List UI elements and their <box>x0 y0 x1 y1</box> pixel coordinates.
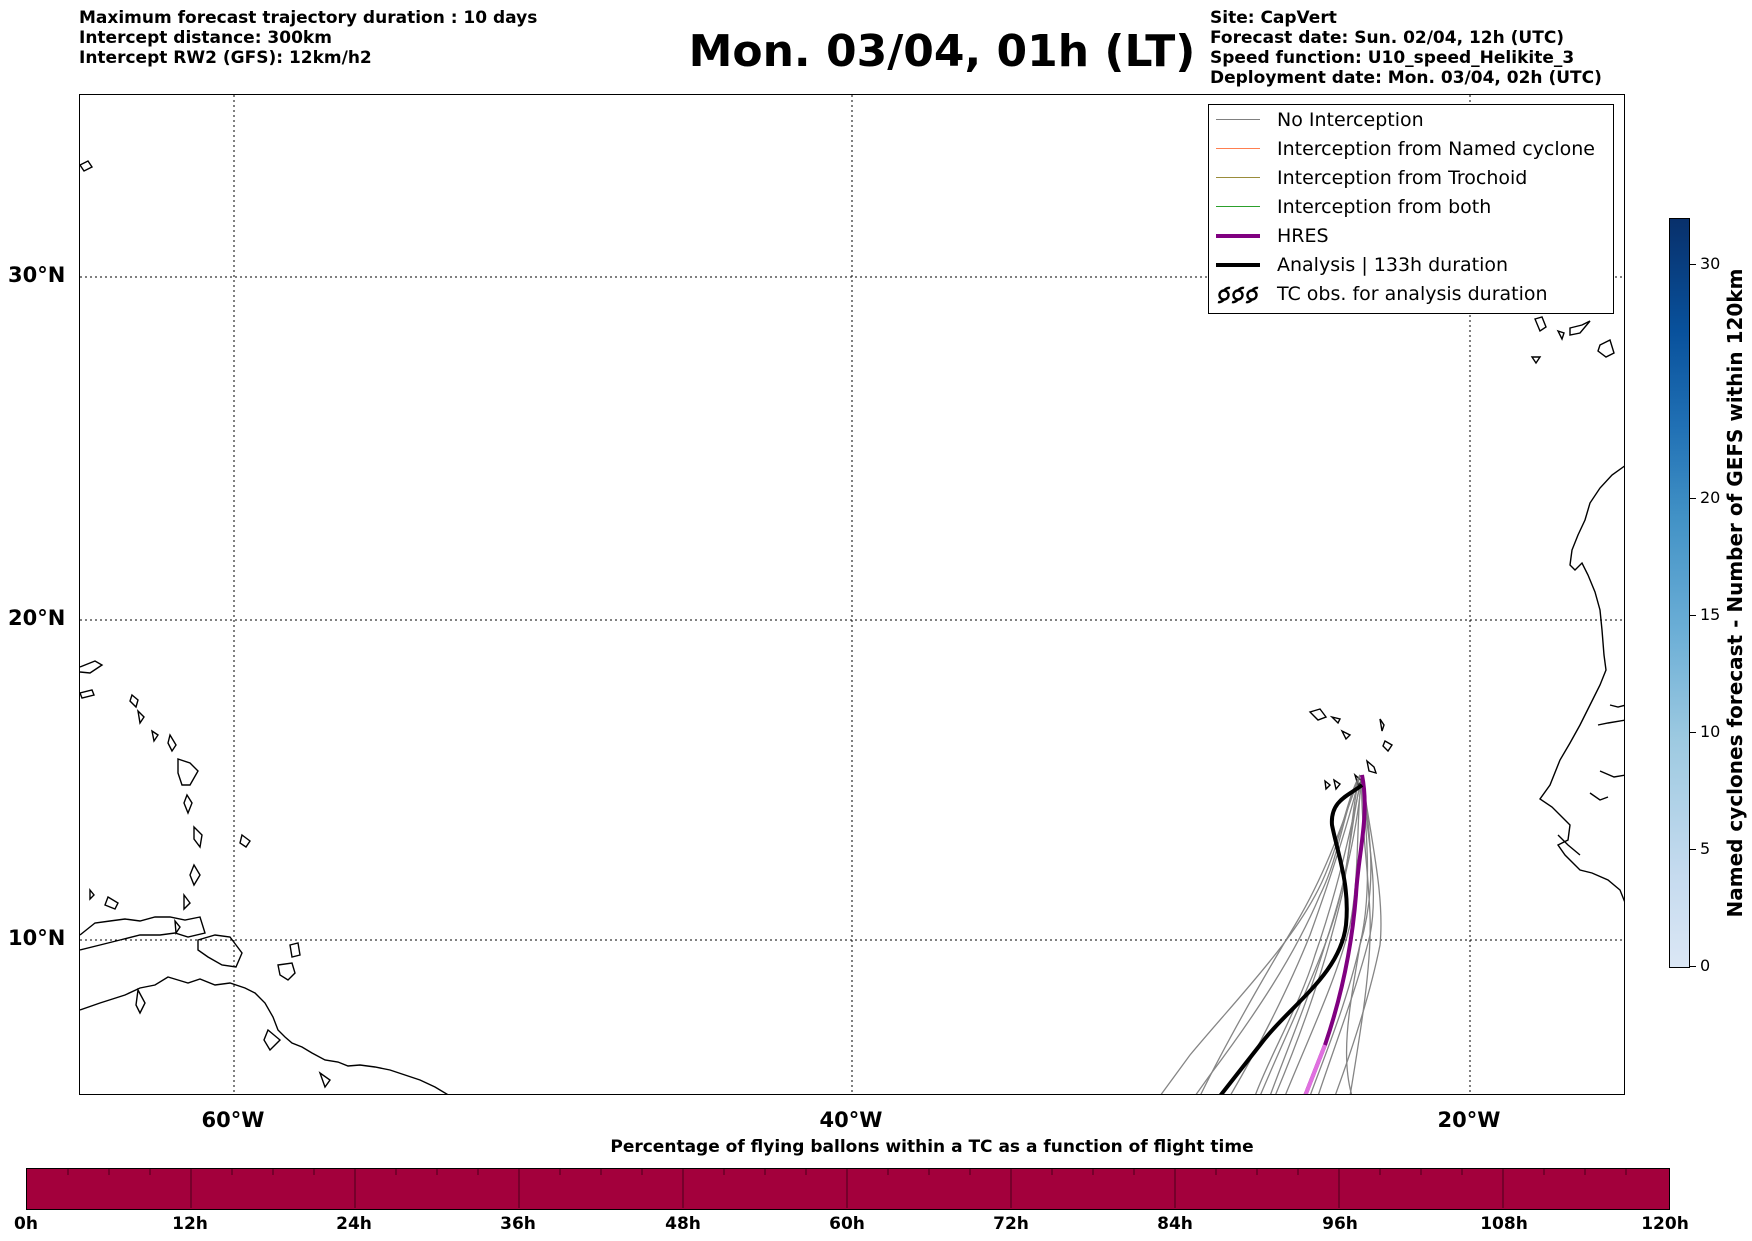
forecast-parameters: Maximum forecast trajectory duration : 1… <box>79 8 537 68</box>
trinidad-coast <box>197 934 243 968</box>
lat-label-10n: 10°N <box>8 926 66 950</box>
colorbar-h-tick-label: 72h <box>993 1214 1029 1234</box>
legend-item-hres: HRES <box>1209 221 1613 250</box>
site-info: Site: CapVert Forecast date: Sun. 02/04,… <box>1210 8 1602 88</box>
hres-trajectory <box>1303 774 1367 1094</box>
named-cyclones-colorbar <box>1669 218 1690 968</box>
venezuela-coast <box>80 916 206 951</box>
legend-label: Analysis | 133h duration <box>1277 253 1509 276</box>
legend-item-both: Interception from both <box>1209 192 1613 221</box>
trajectory-duration-text: Maximum forecast trajectory duration : 1… <box>79 8 538 28</box>
intercept-rw2-text: Intercept RW2 (GFS): 12km/h2 <box>79 48 372 68</box>
legend-label: Interception from Trochoid <box>1277 166 1528 189</box>
colorbar-tick-label: 20 <box>1700 488 1721 507</box>
legend-item-tc-obs: TC obs. for analysis duration <box>1209 279 1613 308</box>
lon-label-20w: 20°W <box>1437 1108 1501 1132</box>
legend-item-analysis: Analysis | 133h duration <box>1209 250 1613 279</box>
deployment-date-text: Deployment date: Mon. 03/04, 02h (UTC) <box>1210 68 1602 88</box>
colorbar-h-tick-label: 36h <box>500 1214 536 1234</box>
colorbar-tick <box>1690 615 1696 616</box>
colorbar-tick <box>1690 849 1696 850</box>
intercept-distance-text: Intercept distance: 300km <box>79 28 332 48</box>
canary-islands <box>1534 316 1547 333</box>
hres-trajectory-tail <box>1303 1044 1327 1094</box>
lon-label-40w: 40°W <box>819 1108 883 1132</box>
south-america-coast <box>80 976 449 1094</box>
colorbar-tick <box>1690 732 1696 733</box>
legend-line-both <box>1216 206 1260 207</box>
legend-item-no-interception: No Interception <box>1209 105 1613 134</box>
colorbar-tick-label: 5 <box>1700 839 1711 858</box>
page-title: Mon. 03/04, 01h (LT) <box>688 26 1196 77</box>
legend-item-trochoid: Interception from Trochoid <box>1209 163 1613 192</box>
legend-label: Interception from both <box>1277 195 1492 218</box>
legend-line-no-interception <box>1216 119 1260 120</box>
legend-label: No Interception <box>1277 108 1424 131</box>
legend-line-trochoid <box>1216 177 1260 178</box>
colorbar-tick <box>1690 966 1696 967</box>
colorbar-h-tick-label: 0h <box>14 1214 38 1234</box>
colorbar-tick <box>1690 264 1696 265</box>
colorbar-horizontal-title: Percentage of flying ballons within a TC… <box>610 1137 1254 1157</box>
forecast-date-text: Forecast date: Sun. 02/04, 12h (UTC) <box>1210 28 1565 48</box>
lat-label-20n: 20°N <box>8 606 66 630</box>
cyclone-symbols-icon <box>1217 286 1259 303</box>
colorbar-tick-label: 10 <box>1700 722 1721 741</box>
legend-line-named-cyclone <box>1216 148 1260 149</box>
legend-label: Interception from Named cyclone <box>1277 137 1595 160</box>
analysis-trajectory <box>1219 783 1364 1094</box>
guyana-delta <box>277 962 296 981</box>
colorbar-h-tick-label: 84h <box>1157 1214 1193 1234</box>
colorbar-tick <box>1690 498 1696 499</box>
legend-line-hres <box>1216 233 1260 238</box>
colorbar-tick-label: 15 <box>1700 605 1721 624</box>
cape-verde-santo-antao <box>1308 708 1328 721</box>
tc-percentage-colorbar <box>26 1168 1670 1210</box>
legend-line-analysis <box>1216 262 1260 267</box>
colorbar-h-tick-label: 48h <box>665 1214 701 1234</box>
trajectory-map[interactable] <box>79 94 1625 1095</box>
lat-label-30n: 30°N <box>8 263 66 287</box>
colorbar-tick-label: 0 <box>1700 956 1711 975</box>
colorbar-vertical-label: Named cyclones forecast - Number of GEFS… <box>1723 268 1747 918</box>
lon-label-60w: 60°W <box>201 1108 265 1132</box>
site-text: Site: CapVert <box>1210 8 1337 28</box>
colorbar-tick-label: 30 <box>1700 254 1721 273</box>
legend-label: HRES <box>1277 224 1329 247</box>
colorbar-h-tick-label: 96h <box>1322 1214 1358 1234</box>
colorbar-h-tick-label: 12h <box>172 1214 208 1234</box>
colorbar-ticks-overlay <box>67 1169 1627 1208</box>
map-canvas <box>80 95 1624 1094</box>
colorbar-h-tick-label: 60h <box>829 1214 865 1234</box>
legend-item-named-cyclone: Interception from Named cyclone <box>1209 134 1613 163</box>
coastlines <box>80 160 1624 1094</box>
colorbar-h-tick-label: 24h <box>336 1214 372 1234</box>
map-legend: No Interception Interception from Named … <box>1208 104 1614 314</box>
colorbar-h-tick-label: 120h <box>1641 1214 1689 1234</box>
legend-label: TC obs. for analysis duration <box>1277 282 1548 305</box>
africa-coast <box>1539 465 1624 902</box>
trajectory-ensemble <box>1160 774 1382 1094</box>
speed-function-text: Speed function: U10_speed_Helikite_3 <box>1210 48 1575 68</box>
colorbar-h-tick-label: 108h <box>1480 1214 1528 1234</box>
lesser-antilles <box>80 660 104 674</box>
